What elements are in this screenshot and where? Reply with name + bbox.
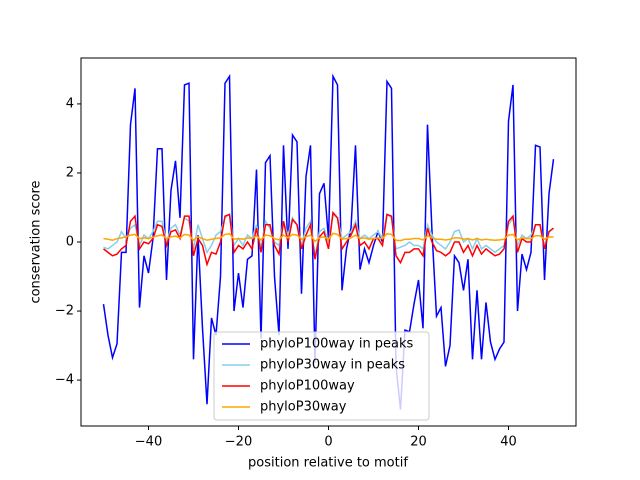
y-tick-label: 0 <box>66 235 74 250</box>
y-tick-label: −2 <box>55 304 74 319</box>
legend-box <box>213 331 430 421</box>
x-tick-label: 0 <box>324 435 332 450</box>
x-tick-label: −40 <box>135 435 162 450</box>
x-tick-label: −20 <box>225 435 252 450</box>
legend-label: phyloP100way <box>260 379 355 394</box>
x-tick-label: 40 <box>500 435 517 450</box>
y-tick-label: 2 <box>66 165 74 180</box>
legend-label: phyloP30way in peaks <box>260 358 405 373</box>
x-axis-label: position relative to motif <box>248 456 408 471</box>
y-axis-label: conservation score <box>29 180 44 303</box>
y-tick-label: −4 <box>55 373 74 388</box>
x-tick-label: 20 <box>410 435 427 450</box>
series-line <box>103 210 554 268</box>
legend-label: phyloP100way in peaks <box>260 337 414 352</box>
legend-label: phyloP30way <box>260 400 347 415</box>
y-tick-label: 4 <box>66 96 74 111</box>
series-line <box>103 213 554 256</box>
series-line <box>103 232 554 243</box>
